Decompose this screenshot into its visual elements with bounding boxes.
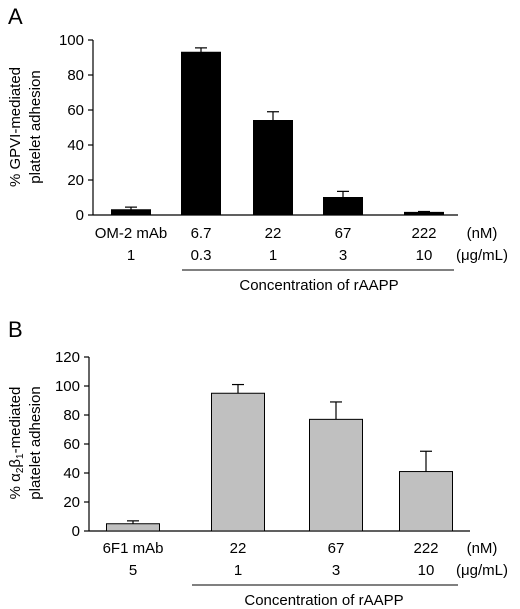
panel-b-unit-nm: (nM) (467, 540, 498, 557)
panel-b-mass-label: 1 (234, 562, 242, 579)
panel-b-category-label: 222 (413, 540, 438, 557)
panel-a-label: A (8, 4, 23, 29)
panel-b-mass-label: 3 (332, 562, 340, 579)
panel-b-ylabel-line2: platelet adhesion (27, 386, 44, 499)
panel-a-ylabel-line2: platelet adhesion (27, 70, 44, 183)
panel-b-mass-label: 5 (129, 562, 137, 579)
panel-a-category-label: 6.7 (191, 225, 212, 242)
panel-a-y-tick-label: 80 (67, 67, 84, 84)
panel-a-category-label: 67 (335, 225, 352, 242)
panel-a-mass-label: 10 (416, 247, 433, 264)
panel-b-y-tick-label: 20 (63, 494, 80, 511)
panel-b-bar (399, 471, 453, 532)
panel-a-y-tick-label: 60 (67, 102, 84, 119)
panel-a-ylabel-line1: % GPVI-mediated (7, 67, 24, 187)
panel-a-bar (323, 197, 363, 216)
panel-b-category-label: 67 (328, 540, 345, 557)
panel-a-category-label: 22 (265, 225, 282, 242)
panel-a-bar (253, 120, 293, 216)
panel-b-unit-ugml: (μg/mL) (456, 562, 508, 579)
panel-a-mass-label: 3 (339, 247, 347, 264)
panel-a: A % GPVI-mediated platelet adhesion 0 20 4… (7, 4, 508, 294)
panel-a-category-label: OM-2 mAb (95, 225, 168, 242)
panel-a-group-label: Concentration of rAAPP (239, 277, 398, 294)
panel-a-y-axis: 0 20 40 60 80 100 (59, 32, 458, 224)
panel-b: B % α2β1-mediated platelet adhesion 0 20 4… (7, 317, 508, 609)
panel-b-y-tick-label: 120 (55, 349, 80, 366)
panel-a-y-tick-label: 40 (67, 137, 84, 154)
panel-a-unit-nm: (nM) (467, 225, 498, 242)
panel-a-bar (404, 211, 444, 216)
panel-b-category-label: 6F1 mAb (103, 540, 164, 557)
panel-b-bars (106, 383, 453, 532)
panel-b-mass-label: 10 (418, 562, 435, 579)
panel-b-y-tick-label: 100 (55, 378, 80, 395)
panel-b-y-tick-label: 80 (63, 407, 80, 424)
panel-b-group-label: Concentration of rAAPP (244, 592, 403, 609)
panel-b-y-tick-label: 60 (63, 436, 80, 453)
panel-b-category-label: 22 (230, 540, 247, 557)
panel-a-unit-ugml: (μg/mL) (456, 247, 508, 264)
panel-b-y-tick-label: 40 (63, 465, 80, 482)
panel-a-x-labels: OM-2 mAb 6.7 22 67 222 1 0.3 1 3 10 (95, 225, 437, 264)
panel-a-category-label: 222 (411, 225, 436, 242)
panel-a-y-tick-label: 100 (59, 32, 84, 49)
panel-a-mass-label: 1 (127, 247, 135, 264)
panel-a-mass-label: 0.3 (191, 247, 212, 264)
panel-a-bar (181, 51, 221, 216)
panel-a-bars (111, 47, 444, 216)
panel-a-bar (111, 209, 151, 216)
panel-a-y-tick-label: 20 (67, 172, 84, 189)
panel-b-x-labels: 6F1 mAb 22 67 222 5 1 3 10 (103, 540, 439, 579)
panel-b-bar (211, 392, 265, 532)
panel-a-y-tick-label: 0 (76, 207, 84, 224)
panel-b-ylabel-line1: % α2β1-mediated (7, 387, 26, 500)
panel-b-bar (309, 418, 363, 532)
panel-b-label: B (8, 317, 23, 342)
panel-b-bar (106, 523, 160, 532)
panel-a-mass-label: 1 (269, 247, 277, 264)
panel-b-y-tick-label: 0 (72, 523, 80, 540)
